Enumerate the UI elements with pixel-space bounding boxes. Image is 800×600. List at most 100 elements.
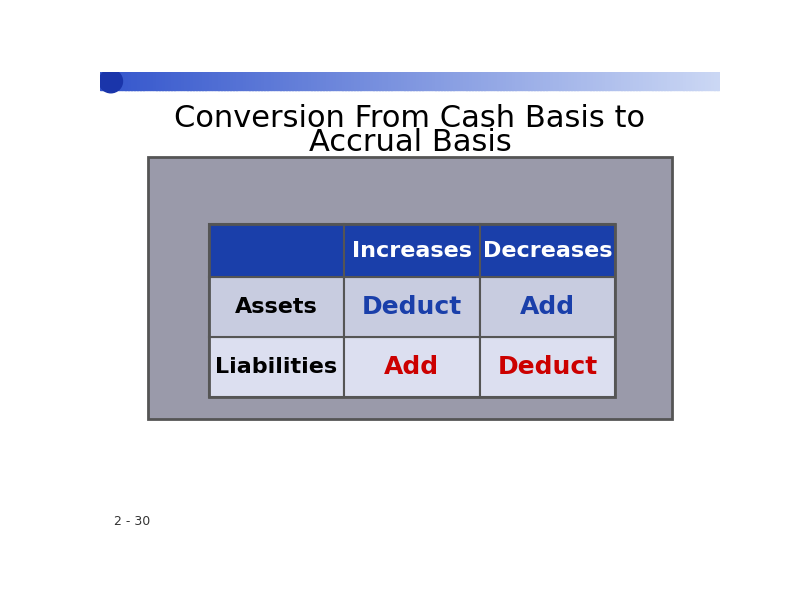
Bar [475,72,479,91]
Bar [292,72,296,91]
Bar [646,72,650,91]
Bar [363,72,367,91]
Bar [289,72,293,91]
Text: Accrual Basis: Accrual Basis [309,128,511,157]
Bar [444,72,448,91]
Text: Increases: Increases [352,241,472,260]
Text: Conversion From Cash Basis to: Conversion From Cash Basis to [174,104,646,133]
Bar [490,72,494,91]
Bar [159,72,162,91]
Bar [677,72,681,91]
Bar [298,72,302,91]
Bar [537,72,541,91]
Circle shape [99,70,122,93]
Bar [209,224,615,397]
Bar [506,72,510,91]
Bar [115,72,119,91]
Bar [187,72,190,91]
Bar [518,72,522,91]
Bar [302,72,306,91]
Bar [624,72,628,91]
Bar [211,72,215,91]
Text: Liabilities: Liabilities [215,357,338,377]
Bar [515,72,519,91]
Bar [586,72,590,91]
Bar [596,72,600,91]
Bar [125,72,129,91]
Bar [394,72,398,91]
Bar [103,72,107,91]
Bar [480,337,615,397]
Bar [333,72,336,91]
Bar [658,72,662,91]
Bar [239,72,243,91]
Text: Deduct: Deduct [362,295,462,319]
Bar [199,72,203,91]
Bar [202,72,206,91]
Bar [472,72,476,91]
Bar [174,72,178,91]
Bar [621,72,625,91]
Bar [466,72,470,91]
Bar [391,72,395,91]
Bar [366,72,370,91]
Bar [214,72,218,91]
Bar [255,72,259,91]
Bar [441,72,445,91]
Bar [494,72,498,91]
Bar [698,72,702,91]
Bar [262,72,265,91]
Bar [534,72,538,91]
Bar [705,72,708,91]
Bar [249,72,253,91]
Bar [429,72,433,91]
Bar [419,72,423,91]
Bar [525,72,529,91]
Text: Decreases: Decreases [483,241,612,260]
Bar [652,72,656,91]
Bar [664,72,668,91]
Bar [454,72,458,91]
Bar [497,72,501,91]
Bar [326,72,330,91]
Bar [649,72,653,91]
Bar [457,72,460,91]
Bar [112,72,116,91]
Bar [224,72,228,91]
Bar [714,72,718,91]
Bar [168,72,172,91]
Bar [153,72,157,91]
Bar [578,72,582,91]
Bar [270,72,274,91]
Text: Assets: Assets [235,297,318,317]
Bar [683,72,686,91]
Bar [209,337,344,397]
Bar [221,72,225,91]
Bar [540,72,544,91]
Bar [618,72,622,91]
Bar [140,72,144,91]
Bar [674,72,678,91]
Bar [344,337,480,397]
Bar [422,72,426,91]
Bar [227,72,231,91]
Bar [636,72,640,91]
Bar [146,72,150,91]
Bar [336,72,339,91]
Bar [230,72,234,91]
Bar [503,72,507,91]
Bar [162,72,166,91]
Bar [702,72,706,91]
Bar [310,72,314,91]
Bar [283,72,286,91]
Bar [543,72,547,91]
Bar [106,72,110,91]
Bar [344,277,480,337]
Bar [571,72,575,91]
Bar [379,72,383,91]
Bar [274,72,278,91]
Bar [295,72,299,91]
Bar [150,72,154,91]
Bar [280,72,284,91]
Bar [410,72,414,91]
